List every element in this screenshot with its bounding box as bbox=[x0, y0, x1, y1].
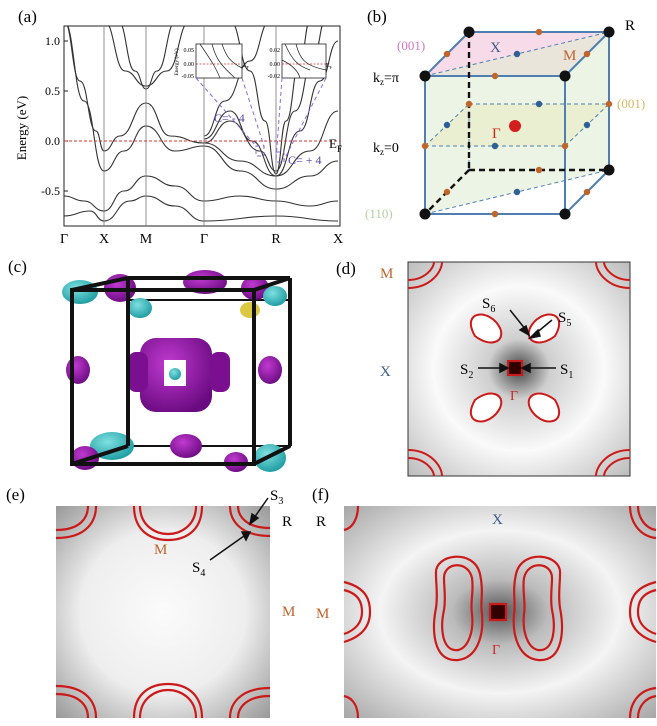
plot-frame bbox=[63, 25, 341, 227]
label-R: R bbox=[282, 514, 292, 530]
label-gamma: Γ bbox=[510, 389, 518, 404]
label-R: R bbox=[625, 18, 635, 34]
label-S3: S3 bbox=[270, 488, 283, 507]
kpoint-label: Γ bbox=[200, 232, 208, 247]
ytick-label: 0.5 bbox=[45, 84, 60, 98]
label-X: X bbox=[492, 512, 503, 528]
chern-plus-annotation: C= + 4 bbox=[288, 153, 322, 167]
inset-right: 0.02 0.00 -0.02 EF bbox=[268, 43, 333, 80]
label-plane-001-right: (001) bbox=[617, 96, 645, 111]
panel-label-a: (a) bbox=[18, 7, 37, 26]
fermi-slice-d: (d) M X Γ S6 S5 S2 S1 bbox=[336, 259, 631, 477]
inset-left-ytick-0: 0.05 bbox=[184, 48, 195, 54]
inset-left-ytick-2: -0.05 bbox=[182, 74, 195, 80]
arrows-d bbox=[478, 309, 556, 374]
band-line-3 bbox=[64, 195, 339, 222]
label-M-top: M bbox=[154, 542, 167, 558]
label-gamma: Γ bbox=[492, 643, 500, 658]
label-X: X bbox=[490, 40, 501, 56]
label-S5: S5 bbox=[558, 310, 571, 329]
band-line-2 bbox=[64, 175, 339, 212]
kpoint-label: R bbox=[271, 232, 281, 247]
label-S4: S4 bbox=[192, 560, 205, 579]
label-kz-0: kz=0 bbox=[373, 141, 399, 157]
label-S1: S1 bbox=[560, 362, 573, 381]
panel-c: (c) bbox=[0, 250, 330, 478]
label-S2: S2 bbox=[460, 362, 473, 381]
label-plane-110: (110) bbox=[365, 206, 393, 221]
inset-right-ytick-2: -0.02 bbox=[268, 74, 281, 80]
brillouin-zone-diagram: (b) bbox=[365, 7, 645, 221]
band-line-0 bbox=[66, 26, 339, 177]
inset-left-ef: EF bbox=[243, 63, 250, 70]
inset-left-ytick-1: 0.00 bbox=[184, 62, 195, 68]
label-M-right: M bbox=[282, 604, 295, 620]
label-plane-001-left: (001) bbox=[397, 38, 425, 53]
inset-right-ef: EF bbox=[326, 63, 333, 70]
label-kz-pi: kz=π bbox=[373, 71, 399, 87]
label-M: M bbox=[316, 606, 329, 622]
fs-pockets-e bbox=[55, 505, 271, 719]
kpoint-label: M bbox=[140, 232, 153, 247]
label-S6: S6 bbox=[482, 296, 495, 315]
inset-right-ytick-0: 0.02 bbox=[270, 48, 281, 54]
kpoint-label: X bbox=[333, 232, 343, 247]
cube-wireframe bbox=[70, 276, 292, 466]
central-pocket bbox=[128, 338, 230, 412]
label-M: M bbox=[380, 266, 393, 282]
kpoint-label: X bbox=[99, 232, 109, 247]
label-M: M bbox=[563, 48, 576, 64]
fermi-surface-3d: (c) bbox=[8, 257, 292, 472]
band-line-5 bbox=[121, 26, 173, 90]
band-structure-chart: (a) Γ X M Γ R X 1.0 0.5 0.0 -0.5 Energy (eV) EF 0… bbox=[14, 7, 343, 247]
fermi-label: EF bbox=[329, 136, 342, 154]
fs-pockets-d bbox=[407, 261, 631, 477]
panel-f: (f) R X M Γ bbox=[308, 478, 657, 721]
inset-left: 0.05 0.00 -0.05 Energy (eV) EF bbox=[173, 43, 250, 80]
y-axis-label: Energy (eV) bbox=[14, 96, 29, 160]
panel-label-c: (c) bbox=[8, 257, 27, 276]
panel-a: (a) Γ X M Γ R X 1.0 0.5 0.0 -0.5 Energy (eV) EF 0… bbox=[0, 0, 345, 250]
fs-pockets-f bbox=[343, 505, 657, 719]
fermi-slice-e: (e) S3 S4 R M M bbox=[6, 485, 295, 719]
x-points bbox=[443, 50, 591, 196]
panel-label-f: (f) bbox=[312, 485, 329, 504]
inset-right-ytick-1: 0.00 bbox=[270, 62, 281, 68]
m-points bbox=[421, 28, 613, 218]
label-X: X bbox=[380, 364, 391, 380]
panel-b: (b) bbox=[345, 0, 657, 250]
band-line-6 bbox=[203, 26, 266, 137]
panel-label-e: (e) bbox=[6, 485, 25, 504]
arrows-e bbox=[209, 497, 269, 561]
inset-left-ylabel: Energy (eV) bbox=[173, 48, 180, 75]
corner-points bbox=[419, 26, 615, 220]
panel-label-d: (d) bbox=[336, 259, 356, 278]
ytick-label: 1.0 bbox=[45, 34, 60, 48]
ytick-label: -0.5 bbox=[41, 184, 60, 198]
inset-connectors bbox=[195, 77, 327, 163]
ytick-label: 0.0 bbox=[45, 134, 60, 148]
fermi-slice-f: (f) R X M Γ bbox=[312, 485, 657, 719]
label-R: R bbox=[316, 514, 326, 530]
chern-minus-annotation: C= - 4 bbox=[214, 111, 245, 125]
gamma-point bbox=[509, 120, 521, 132]
panel-label-b: (b) bbox=[367, 7, 387, 26]
label-gamma: Γ bbox=[492, 126, 501, 142]
panel-e: (e) S3 S4 R M M bbox=[0, 478, 330, 721]
kpoint-label: Γ bbox=[60, 232, 68, 247]
band-line-1 bbox=[67, 26, 339, 190]
panel-d: (d) M X Γ S6 S5 S2 S1 bbox=[330, 250, 657, 478]
